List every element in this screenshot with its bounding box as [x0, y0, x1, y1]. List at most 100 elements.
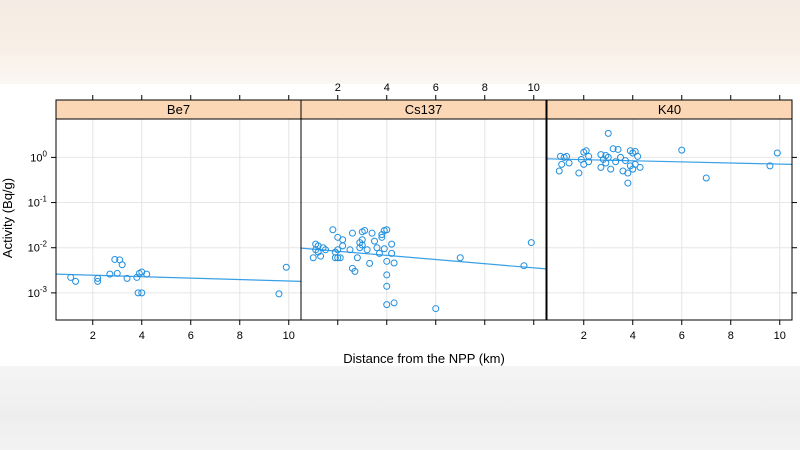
- data-point: [134, 289, 142, 297]
- data-point: [368, 229, 376, 237]
- x-tick-label: 4: [139, 330, 145, 342]
- data-point: [388, 249, 396, 257]
- x-tick-label-top: 2: [335, 82, 341, 94]
- panel-be7: Be7 2 4 6 8 10: [55, 95, 302, 342]
- data-point: [371, 237, 378, 245]
- data-point: [138, 289, 146, 297]
- data-point: [617, 153, 624, 161]
- data-point: [604, 153, 612, 161]
- x-tick-label: 8: [728, 330, 734, 342]
- data-point: [361, 227, 369, 235]
- data-point: [383, 271, 391, 279]
- data-point: [582, 147, 590, 155]
- x-tick-label: 8: [237, 330, 243, 342]
- data-point: [388, 240, 396, 248]
- data-point: [563, 152, 571, 160]
- data-point: [520, 262, 528, 270]
- data-point: [94, 274, 102, 282]
- x-tick-label: 2: [581, 330, 587, 342]
- strip-label-cs137: Cs137: [405, 102, 443, 117]
- panel-frame: [546, 118, 793, 321]
- data-point: [275, 290, 283, 298]
- data-point: [346, 246, 354, 254]
- data-point: [329, 226, 337, 234]
- data-point: [585, 152, 593, 160]
- y-tick-label: 10-2: [28, 240, 48, 255]
- strip-label-k40: K40: [658, 102, 681, 117]
- data-point: [614, 145, 622, 153]
- data-point: [383, 257, 391, 265]
- x-tick-label: 2: [90, 330, 96, 342]
- data-point: [624, 169, 632, 177]
- data-point: [366, 259, 374, 267]
- data-point: [339, 242, 347, 250]
- data-point: [358, 241, 366, 249]
- data-point: [353, 254, 361, 262]
- y-tick-label: 100: [30, 149, 47, 164]
- data-point: [373, 244, 381, 252]
- data-point: [334, 254, 342, 262]
- strip-label-be7: Be7: [167, 102, 190, 117]
- data-point: [390, 299, 398, 307]
- data-point: [565, 159, 573, 167]
- data-point: [527, 239, 535, 247]
- data-point: [612, 158, 620, 166]
- data-point: [113, 269, 121, 277]
- data-point: [597, 163, 605, 171]
- panel-cs137: Cs137 2 4 6 8 10: [300, 82, 547, 325]
- data-point: [609, 145, 617, 153]
- x-tick-label-top: 6: [433, 82, 439, 94]
- data-point: [631, 160, 639, 168]
- chart-background: [0, 84, 800, 366]
- data-point: [309, 254, 317, 262]
- data-point: [456, 254, 464, 262]
- data-point: [636, 163, 644, 171]
- x-tick-label: 6: [188, 330, 194, 342]
- data-point: [351, 267, 359, 275]
- data-point: [390, 259, 398, 267]
- data-point: [621, 157, 629, 165]
- data-point: [575, 169, 583, 177]
- x-tick-label-top: 4: [384, 82, 390, 94]
- x-tick-label: 6: [679, 330, 685, 342]
- data-point: [123, 274, 131, 282]
- data-point: [282, 263, 290, 271]
- background-top-band: [0, 0, 800, 84]
- x-tick-label: 10: [283, 330, 295, 342]
- data-point: [118, 261, 126, 269]
- data-point: [634, 152, 642, 160]
- data-point: [375, 249, 383, 257]
- data-point: [602, 159, 610, 167]
- data-point: [111, 255, 119, 263]
- data-point: [94, 277, 102, 285]
- data-point: [348, 229, 356, 237]
- data-point: [336, 254, 344, 262]
- panel-frame: [300, 118, 547, 321]
- y-axis-label: Activity (Bq/g): [0, 178, 15, 258]
- y-axis: 10-3 10-2 10-1 100: [28, 149, 797, 300]
- data-point: [334, 246, 342, 254]
- data-point: [766, 162, 774, 170]
- data-point: [432, 305, 440, 313]
- data-point: [322, 246, 329, 254]
- x-tick-label: 10: [774, 330, 786, 342]
- data-point: [72, 277, 80, 285]
- data-point: [383, 282, 391, 290]
- data-point: [604, 129, 612, 137]
- data-point: [607, 165, 615, 173]
- x-tick-label-top: 8: [482, 82, 488, 94]
- y-tick-label: 10-3: [28, 285, 48, 300]
- data-point: [585, 158, 593, 166]
- data-point: [106, 270, 114, 278]
- data-point: [67, 273, 75, 281]
- data-point: [624, 179, 632, 187]
- data-point: [317, 252, 325, 260]
- background-bottom-band: [0, 366, 800, 450]
- data-point: [143, 270, 151, 278]
- data-point: [678, 146, 686, 154]
- fit-line-cs137: [300, 247, 547, 270]
- x-tick-label-top: 10: [528, 82, 540, 94]
- data-point: [702, 174, 710, 182]
